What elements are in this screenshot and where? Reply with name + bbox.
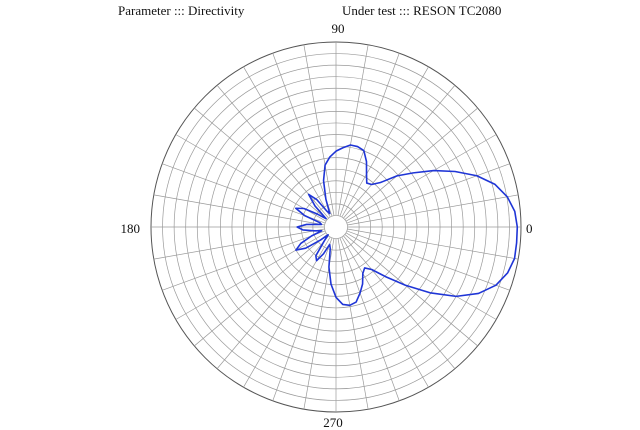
angle-label-90: 90	[332, 21, 345, 36]
grid-spoke	[272, 237, 333, 401]
grid-spoke	[272, 53, 333, 217]
angle-label-180: 180	[121, 221, 141, 236]
grid-spoke	[347, 194, 519, 226]
grid-spoke	[345, 134, 497, 222]
grid-spoke	[347, 228, 519, 260]
grid-spoke	[337, 238, 369, 410]
polar-series	[294, 144, 519, 307]
parameter-label: Parameter ::: Directivity	[118, 3, 245, 18]
grid-spoke	[243, 66, 331, 218]
grid-spoke	[345, 232, 497, 320]
grid-spoke	[153, 194, 325, 226]
grid-spoke	[339, 53, 400, 217]
angle-label-270: 270	[323, 415, 343, 430]
under-test-label: Under test ::: RESON TC2080	[342, 3, 502, 18]
grid-spoke	[341, 236, 429, 388]
grid-spoke	[162, 230, 326, 291]
grid-spoke	[175, 232, 327, 320]
grid-spoke	[243, 236, 331, 388]
grid-spoke	[344, 234, 478, 347]
grid-spoke	[339, 237, 400, 401]
grid-spoke	[341, 66, 429, 218]
polar-grid	[150, 41, 522, 413]
grid-spoke	[346, 163, 510, 224]
grid-spoke	[194, 107, 328, 220]
grid-spoke	[343, 85, 456, 219]
grid-spoke	[337, 44, 369, 216]
grid-spoke	[175, 134, 327, 222]
grid-spoke	[162, 163, 326, 224]
angle-label-0: 0	[526, 221, 533, 236]
grid-spoke	[216, 235, 329, 369]
grid-spoke	[346, 230, 510, 291]
directivity-series-line	[294, 144, 519, 307]
grid-spoke	[344, 107, 478, 220]
grid-spoke	[153, 228, 325, 260]
grid-spoke	[343, 235, 456, 369]
grid-spoke	[303, 44, 335, 216]
grid-spoke	[194, 234, 328, 347]
